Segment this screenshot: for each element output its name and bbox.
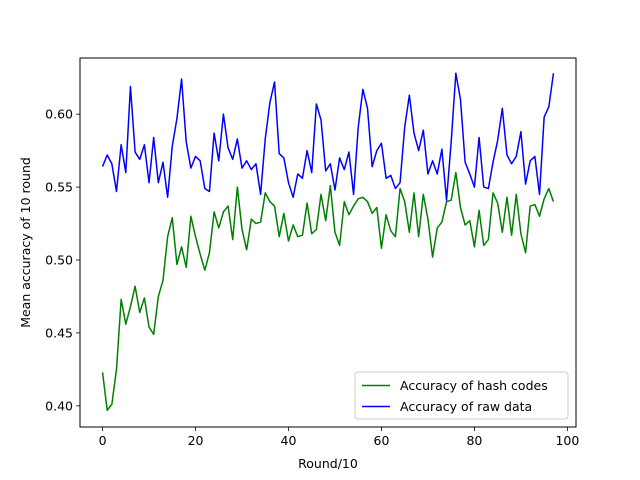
legend-box [354,371,569,420]
legend-label-hash-codes: Accuracy of hash codes [400,378,548,393]
legend: Accuracy of hash codes Accuracy of raw d… [354,371,569,420]
y-axis-ticks: 0.40 0.45 0.50 0.55 0.60 [45,107,80,413]
x-tick-label: 100 [555,433,579,448]
x-tick-label: 20 [188,433,204,448]
y-tick-label: 0.40 [45,398,73,413]
plot-frame [79,57,577,428]
y-axis-label: Mean accuracy of 10 round [18,157,33,328]
x-axis-label: Round/10 [298,456,358,471]
series-layer [101,72,555,411]
y-tick-label: 0.45 [45,325,73,340]
series-line-1 [101,72,555,201]
y-tick-label: 0.60 [45,107,73,122]
series-line-0 [101,171,555,411]
legend-label-raw-data: Accuracy of raw data [400,399,532,414]
x-axis-ticks: 0 20 40 60 80 100 [99,427,579,448]
y-tick-label: 0.50 [45,253,73,268]
x-tick-label: 40 [281,433,297,448]
y-tick-label: 0.55 [45,180,73,195]
x-tick-label: 60 [374,433,390,448]
x-tick-label: 0 [99,433,107,448]
x-tick-label: 80 [466,433,482,448]
